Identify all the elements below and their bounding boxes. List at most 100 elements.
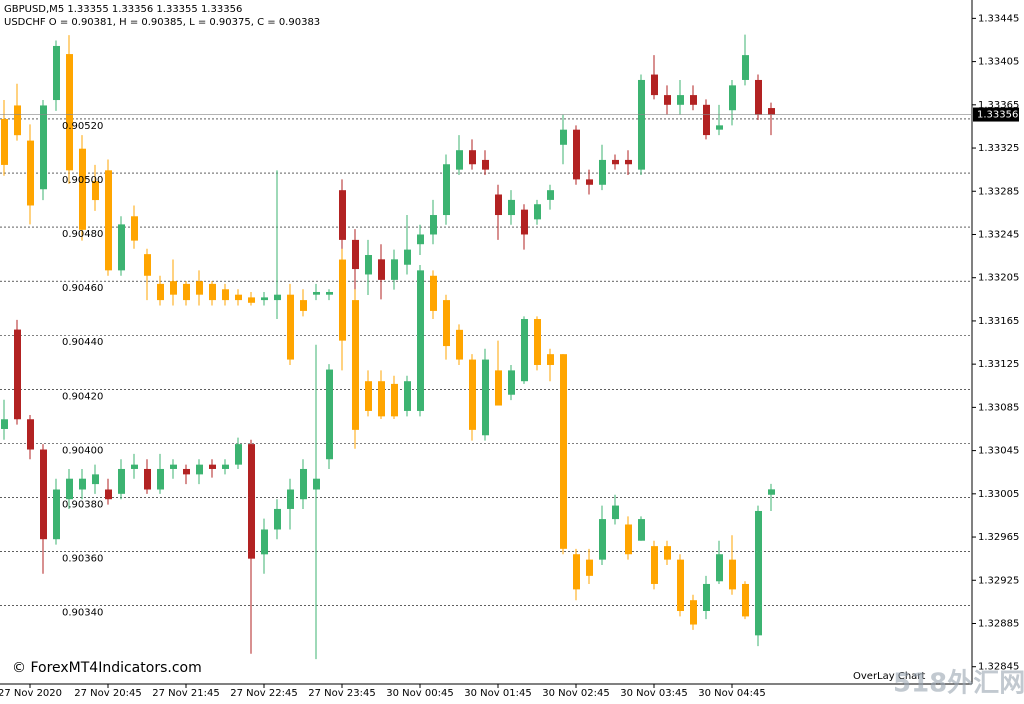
chart-title: GBPUSD,M5 1.33355 1.33356 1.33355 1.3335… [4, 4, 242, 15]
candle-body [131, 216, 138, 241]
candle-body [27, 419, 34, 450]
candle-body [391, 259, 398, 280]
candle-body [144, 468, 151, 490]
candle-body [729, 559, 736, 590]
candle-body [248, 444, 255, 559]
current-price-box [973, 107, 1019, 122]
candle-body [404, 381, 411, 411]
candle-body [378, 381, 385, 417]
candle-body [417, 270, 424, 411]
candle-body [287, 294, 294, 360]
candle-body [131, 464, 138, 469]
candle-body [612, 159, 619, 165]
y2-tick-label: 0.90380 [62, 499, 103, 510]
candle-body [92, 474, 99, 485]
candle-body [638, 519, 645, 541]
candle-body [53, 45, 60, 101]
candle-body [378, 259, 385, 280]
candle-body [40, 449, 47, 540]
candle-body [534, 204, 541, 220]
candle-body [768, 489, 775, 495]
candle-body [287, 489, 294, 509]
candle-body [677, 559, 684, 612]
logo-watermark: 518外汇网 [893, 669, 1024, 699]
candle-body [404, 249, 411, 265]
y-tick-label: 1.33085 [978, 402, 1019, 413]
x-tick-label: 30 Nov 00:45 [386, 688, 453, 699]
candle-body [313, 291, 320, 295]
candle-body [105, 489, 112, 500]
candle-body [313, 478, 320, 490]
candle-body [235, 444, 242, 465]
candle-body [66, 54, 73, 171]
candle-body [599, 159, 606, 185]
candle-body [352, 239, 359, 270]
candle-body [547, 354, 554, 365]
candle-body [209, 464, 216, 469]
y-tick-label: 1.33205 [978, 273, 1019, 284]
candle-body [183, 468, 190, 475]
candle-body [196, 281, 203, 295]
y-tick-label: 1.33405 [978, 57, 1019, 68]
candle-body [664, 95, 671, 105]
chart-subtitle: USDCHF O = 0.90381, H = 0.90385, L = 0.9… [4, 17, 320, 28]
candle-body [612, 505, 619, 520]
candle-body [495, 370, 502, 406]
candle-body [547, 190, 554, 200]
candle-body [625, 159, 632, 165]
candle-body [638, 79, 645, 170]
candle-body [677, 95, 684, 105]
candle-body [105, 170, 112, 271]
x-tick-label: 30 Nov 01:45 [464, 688, 531, 699]
candle-body [521, 319, 528, 382]
y2-tick-label: 0.90460 [62, 283, 103, 294]
x-tick-label: 27 Nov 23:45 [308, 688, 375, 699]
y-tick-label: 1.33045 [978, 446, 1019, 457]
candle-body [352, 300, 359, 430]
candle-body [690, 600, 697, 625]
candle-body [729, 85, 736, 111]
y2-tick-label: 0.90440 [62, 337, 103, 348]
watermark: © ForexMT4Indicators.com [12, 660, 202, 676]
candle-body [560, 354, 567, 549]
candle-body [690, 95, 697, 105]
x-tick-label: 27 Nov 22:45 [230, 688, 297, 699]
y2-tick-label: 0.90340 [62, 608, 103, 619]
y-tick-label: 1.32845 [978, 662, 1019, 673]
candle-body [651, 546, 658, 584]
y2-tick-label: 0.90400 [62, 445, 103, 456]
candle-body [469, 359, 476, 430]
candle-body [742, 583, 749, 617]
candle-body [326, 369, 333, 460]
candle-body [170, 464, 177, 469]
candle-body [703, 104, 710, 136]
candle-body [261, 297, 268, 301]
candle-body [508, 370, 515, 395]
candle-body [66, 478, 73, 500]
candle-body [716, 554, 723, 582]
candle-body [599, 519, 606, 560]
candle-body [248, 297, 255, 303]
candle-body [274, 508, 281, 530]
candle-body [443, 300, 450, 347]
y2-tick-label: 0.90520 [62, 121, 103, 132]
x-tick-label: 30 Nov 02:45 [542, 688, 609, 699]
candle-body [534, 319, 541, 365]
candle-body [651, 74, 658, 96]
candle-body [79, 478, 86, 490]
y-tick-label: 1.33285 [978, 186, 1019, 197]
y-tick-label: 1.33125 [978, 359, 1019, 370]
candle-body [586, 559, 593, 576]
candle-body [40, 105, 47, 190]
y-tick-label: 1.33245 [978, 229, 1019, 240]
y-tick-label: 1.33445 [978, 13, 1019, 24]
candle-body [274, 294, 281, 301]
y-tick-label: 1.33005 [978, 489, 1019, 500]
candle-body [339, 190, 346, 240]
candle-body [1, 419, 8, 429]
candle-body [365, 381, 372, 411]
y2-tick-label: 0.90500 [62, 175, 103, 186]
candle-body [716, 125, 723, 130]
candle-body [14, 105, 21, 136]
